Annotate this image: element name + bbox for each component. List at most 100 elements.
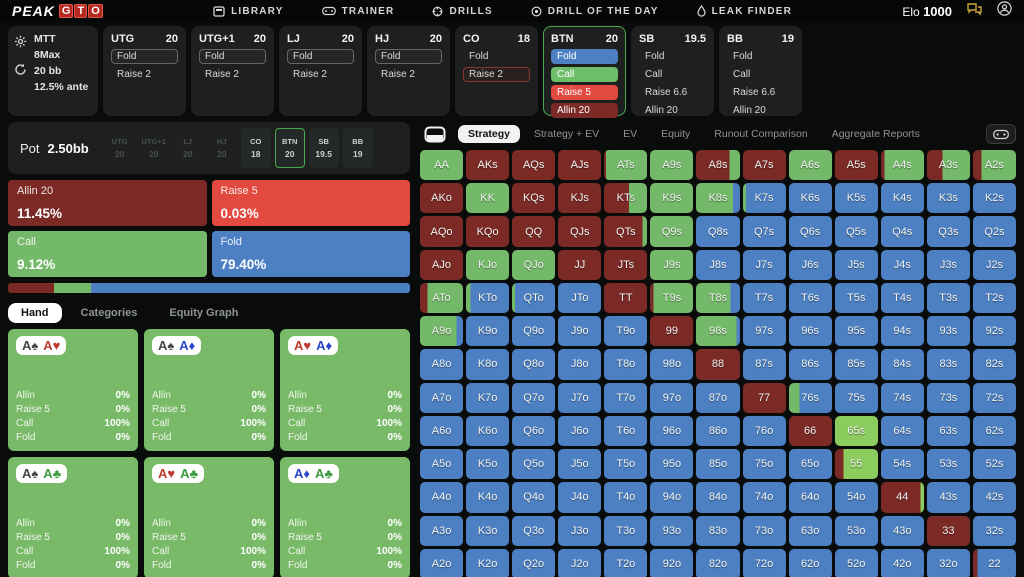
grid-cell-K4s[interactable]: K4s xyxy=(880,183,924,214)
grid-cell-AQo[interactable]: AQo xyxy=(420,216,464,247)
chat-icon[interactable] xyxy=(966,2,983,21)
grid-cell-KQo[interactable]: KQo xyxy=(466,216,510,247)
grid-cell-AJo[interactable]: AJo xyxy=(420,249,464,280)
grid-cell-44[interactable]: 44 xyxy=(880,482,924,513)
grid-cell-77[interactable]: 77 xyxy=(742,382,786,413)
position-action[interactable]: Raise 2 xyxy=(205,69,239,80)
refresh-icon[interactable] xyxy=(14,63,27,81)
grid-cell-97s[interactable]: 97s xyxy=(742,316,786,347)
grid-cell-J7s[interactable]: J7s xyxy=(742,249,786,280)
grid-cell-88[interactable]: 88 xyxy=(696,349,740,380)
grid-cell-72o[interactable]: 72o xyxy=(742,548,786,577)
combo-card[interactable]: A♠ A♦ Allin 0% Raise 5 0% Call 100% Fold 0% xyxy=(144,329,274,451)
grid-cell-K3s[interactable]: K3s xyxy=(926,183,970,214)
grid-cell-74s[interactable]: 74s xyxy=(880,382,924,413)
grid-cell-73o[interactable]: 73o xyxy=(742,515,786,546)
grid-cell-TT[interactable]: TT xyxy=(604,282,648,314)
grid-cell-A3s[interactable]: A3s xyxy=(926,150,970,181)
position-panel-SB[interactable]: SB 19.5 Fold Call Raise 6.6 Allin 20 xyxy=(631,26,714,116)
grid-cell-42o[interactable]: 42o xyxy=(880,548,924,577)
grid-cell-T6o[interactable]: T6o xyxy=(604,415,648,447)
grid-cell-QTo[interactable]: QTo xyxy=(512,282,556,314)
grid-cell-62o[interactable]: 62o xyxy=(788,548,832,577)
grid-cell-J6o[interactable]: J6o xyxy=(558,415,602,447)
grid-cell-K5s[interactable]: K5s xyxy=(834,183,878,214)
grid-tab-equity[interactable]: Equity xyxy=(661,128,691,140)
grid-cell-Q5s[interactable]: Q5s xyxy=(834,216,878,247)
grid-cell-85s[interactable]: 85s xyxy=(834,349,878,380)
grid-cell-K2s[interactable]: K2s xyxy=(972,183,1016,214)
grid-cell-QTs[interactable]: QTs xyxy=(604,216,648,247)
grid-cell-43o[interactable]: 43o xyxy=(880,515,924,546)
grid-cell-JTs[interactable]: JTs xyxy=(604,249,648,280)
grid-cell-66[interactable]: 66 xyxy=(788,415,832,447)
grid-cell-76s[interactable]: 76s xyxy=(788,382,832,413)
grid-cell-QQ[interactable]: QQ xyxy=(512,216,556,247)
tab-equity-graph[interactable]: Equity Graph xyxy=(169,307,239,319)
grid-cell-K9o[interactable]: K9o xyxy=(466,316,510,347)
grid-cell-T4o[interactable]: T4o xyxy=(604,482,648,513)
grid-cell-83o[interactable]: 83o xyxy=(696,515,740,546)
position-action[interactable]: Raise 2 xyxy=(381,69,415,80)
grid-cell-JJ[interactable]: JJ xyxy=(558,249,602,280)
grid-cell-A7s[interactable]: A7s xyxy=(742,150,786,181)
position-action[interactable]: Allin 20 xyxy=(645,105,678,116)
grid-cell-63s[interactable]: 63s xyxy=(926,415,970,447)
position-action[interactable]: Raise 6.6 xyxy=(645,87,688,98)
grid-cell-54s[interactable]: 54s xyxy=(880,449,924,480)
position-action[interactable]: Raise 2 xyxy=(117,69,151,80)
combo-card[interactable]: A♠ A♥ Allin 0% Raise 5 0% Call 100% Fold 0% xyxy=(8,329,138,451)
position-panel-UTG[interactable]: UTG 20 Fold Raise 2 xyxy=(103,26,186,116)
profile-icon[interactable] xyxy=(997,1,1012,21)
grid-cell-T2o[interactable]: T2o xyxy=(604,548,648,577)
grid-cell-J3o[interactable]: J3o xyxy=(558,515,602,546)
grid-cell-73s[interactable]: 73s xyxy=(926,382,970,413)
grid-cell-Q8s[interactable]: Q8s xyxy=(696,216,740,247)
grid-cell-J6s[interactable]: J6s xyxy=(788,249,832,280)
pot-chip-BTN[interactable]: BTN 20 xyxy=(274,128,305,168)
grid-cell-J8o[interactable]: J8o xyxy=(558,349,602,380)
position-action[interactable]: Allin 20 xyxy=(733,105,766,116)
grid-cell-95o[interactable]: 95o xyxy=(650,449,694,480)
grid-cell-K2o[interactable]: K2o xyxy=(466,548,510,577)
grid-cell-32o[interactable]: 32o xyxy=(926,548,970,577)
grid-cell-75o[interactable]: 75o xyxy=(742,449,786,480)
grid-cell-K7o[interactable]: K7o xyxy=(466,382,510,413)
grid-cell-Q8o[interactable]: Q8o xyxy=(512,349,556,380)
grid-cell-33[interactable]: 33 xyxy=(926,515,970,546)
grid-cell-K6o[interactable]: K6o xyxy=(466,415,510,447)
grid-cell-Q4o[interactable]: Q4o xyxy=(512,482,556,513)
grid-cell-K3o[interactable]: K3o xyxy=(466,515,510,546)
nav-item-library[interactable]: LIBRARY xyxy=(213,6,283,17)
position-action[interactable]: Fold xyxy=(645,51,665,62)
grid-cell-T8o[interactable]: T8o xyxy=(604,349,648,380)
grid-cell-87o[interactable]: 87o xyxy=(696,382,740,413)
grid-cell-82o[interactable]: 82o xyxy=(696,548,740,577)
grid-cell-99[interactable]: 99 xyxy=(650,316,694,347)
grid-tab-strategy-ev[interactable]: Strategy + EV xyxy=(534,128,600,140)
grid-cell-Q3s[interactable]: Q3s xyxy=(926,216,970,247)
grid-cell-52o[interactable]: 52o xyxy=(834,548,878,577)
pot-chip-SB[interactable]: SB 19.5 xyxy=(308,128,339,168)
nav-item-drills[interactable]: DRILLS xyxy=(432,6,492,17)
grid-cell-A8s[interactable]: A8s xyxy=(696,150,740,181)
grid-cell-98o[interactable]: 98o xyxy=(650,349,694,380)
grid-cell-94o[interactable]: 94o xyxy=(650,482,694,513)
grid-cell-J4o[interactable]: J4o xyxy=(558,482,602,513)
grid-cell-92s[interactable]: 92s xyxy=(972,316,1016,347)
grid-cell-83s[interactable]: 83s xyxy=(926,349,970,380)
grid-cell-KTs[interactable]: KTs xyxy=(604,183,648,214)
grid-cell-86s[interactable]: 86s xyxy=(788,349,832,380)
grid-cell-A4s[interactable]: A4s xyxy=(880,150,924,181)
position-action[interactable]: Call xyxy=(645,69,663,80)
action-button-allin-20[interactable]: Allin 20 11.45% xyxy=(8,180,207,226)
nav-item-leak-finder[interactable]: LEAK FINDER xyxy=(697,5,792,17)
grid-cell-K9s[interactable]: K9s xyxy=(650,183,694,214)
position-panel-BB[interactable]: BB 19 Fold Call Raise 6.6 Allin 20 xyxy=(719,26,802,116)
grid-cell-94s[interactable]: 94s xyxy=(880,316,924,347)
grid-cell-AQs[interactable]: AQs xyxy=(512,150,556,181)
position-action[interactable]: Raise 2 xyxy=(463,67,530,82)
position-action[interactable]: Fold xyxy=(551,49,618,64)
grid-cell-T9s[interactable]: T9s xyxy=(650,282,694,314)
grid-cell-K8s[interactable]: K8s xyxy=(696,183,740,214)
